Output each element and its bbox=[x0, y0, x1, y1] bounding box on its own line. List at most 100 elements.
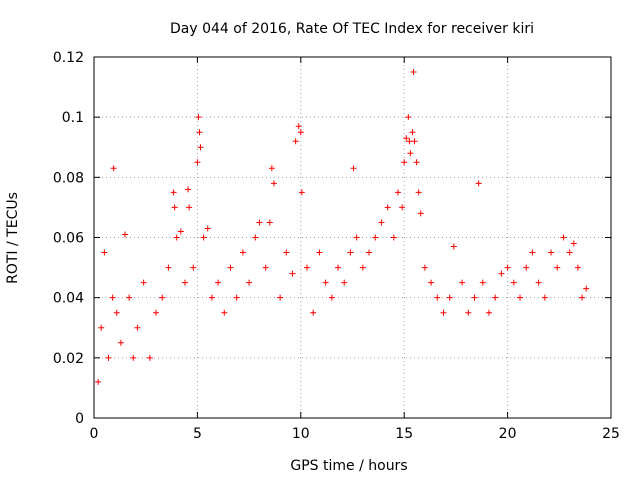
data-point bbox=[566, 249, 573, 256]
data-point bbox=[335, 264, 342, 271]
data-point bbox=[266, 219, 273, 226]
data-point bbox=[548, 249, 555, 256]
data-point bbox=[295, 123, 302, 130]
data-point bbox=[221, 309, 228, 316]
data-point bbox=[105, 354, 112, 361]
data-point bbox=[471, 294, 478, 301]
data-point bbox=[177, 228, 184, 235]
data-point bbox=[410, 69, 417, 76]
data-point bbox=[421, 264, 428, 271]
data-point bbox=[504, 264, 511, 271]
data-point bbox=[316, 249, 323, 256]
data-point bbox=[310, 309, 317, 316]
data-point bbox=[283, 249, 290, 256]
data-point bbox=[270, 180, 277, 187]
data-point bbox=[181, 279, 188, 286]
x-tick-label: 20 bbox=[499, 426, 517, 442]
data-point bbox=[384, 204, 391, 211]
data-point bbox=[117, 339, 124, 346]
data-point bbox=[298, 189, 305, 196]
data-point bbox=[510, 279, 517, 286]
data-point bbox=[165, 264, 172, 271]
data-point bbox=[407, 150, 414, 157]
data-point bbox=[197, 144, 204, 151]
data-point bbox=[560, 234, 567, 241]
plot-frame bbox=[93, 56, 612, 419]
data-point bbox=[583, 285, 590, 292]
data-point bbox=[227, 264, 234, 271]
data-point bbox=[130, 354, 137, 361]
x-tick-label: 10 bbox=[292, 426, 310, 442]
data-point bbox=[570, 240, 577, 247]
data-point bbox=[378, 219, 385, 226]
data-point bbox=[417, 210, 424, 217]
data-point bbox=[195, 114, 202, 121]
data-point bbox=[252, 234, 259, 241]
data-point bbox=[411, 138, 418, 145]
data-point bbox=[390, 234, 397, 241]
data-point bbox=[405, 114, 412, 121]
data-point bbox=[208, 294, 215, 301]
data-point bbox=[459, 279, 466, 286]
data-point bbox=[153, 309, 160, 316]
data-point bbox=[233, 294, 240, 301]
data-point bbox=[413, 159, 420, 166]
y-tick-label: 0.1 bbox=[62, 110, 84, 126]
data-point bbox=[122, 231, 129, 238]
data-point bbox=[498, 270, 505, 277]
data-point bbox=[297, 129, 304, 136]
data-point bbox=[409, 129, 416, 136]
data-point bbox=[289, 270, 296, 277]
y-tick-label: 0.08 bbox=[53, 170, 84, 186]
data-point bbox=[415, 189, 422, 196]
data-point bbox=[146, 354, 153, 361]
data-point bbox=[277, 294, 284, 301]
data-point bbox=[428, 279, 435, 286]
x-tick-label: 0 bbox=[90, 426, 99, 442]
data-point bbox=[204, 225, 211, 232]
data-point bbox=[190, 264, 197, 271]
data-point bbox=[350, 165, 357, 172]
data-point bbox=[450, 243, 457, 250]
y-tick-label: 0.12 bbox=[53, 50, 84, 66]
data-point bbox=[492, 294, 499, 301]
data-point bbox=[173, 234, 180, 241]
y-tick-label: 0 bbox=[75, 411, 84, 427]
data-point bbox=[109, 294, 116, 301]
y-tick-label: 0.04 bbox=[53, 291, 84, 307]
data-point bbox=[517, 294, 524, 301]
data-point bbox=[159, 294, 166, 301]
data-point bbox=[262, 264, 269, 271]
x-tick-label: 5 bbox=[193, 426, 202, 442]
data-point bbox=[475, 180, 482, 187]
data-point bbox=[268, 165, 275, 172]
data-point bbox=[292, 138, 299, 145]
data-point bbox=[185, 186, 192, 193]
grid bbox=[94, 57, 611, 418]
data-point bbox=[101, 249, 108, 256]
data-point bbox=[434, 294, 441, 301]
data-markers bbox=[95, 69, 590, 385]
data-point bbox=[246, 279, 253, 286]
data-point bbox=[554, 264, 561, 271]
data-point bbox=[194, 159, 201, 166]
data-point bbox=[171, 204, 178, 211]
data-point bbox=[579, 294, 586, 301]
x-axis-label: GPS time / hours bbox=[290, 458, 407, 474]
data-point bbox=[215, 279, 222, 286]
data-point bbox=[239, 249, 246, 256]
data-point bbox=[126, 294, 133, 301]
data-point bbox=[353, 234, 360, 241]
data-point bbox=[341, 279, 348, 286]
axes: 0 5 10 15 20 25 0 0.02 0.04 0.06 0.08 0.1 0.12 bbox=[53, 50, 620, 442]
data-point bbox=[196, 129, 203, 136]
data-point bbox=[440, 309, 447, 316]
y-tick-label: 0.02 bbox=[53, 351, 84, 367]
data-point bbox=[401, 159, 408, 166]
data-point bbox=[98, 324, 105, 331]
data-point bbox=[304, 264, 311, 271]
data-point bbox=[113, 309, 120, 316]
data-point bbox=[394, 189, 401, 196]
x-tick-label: 25 bbox=[602, 426, 620, 442]
